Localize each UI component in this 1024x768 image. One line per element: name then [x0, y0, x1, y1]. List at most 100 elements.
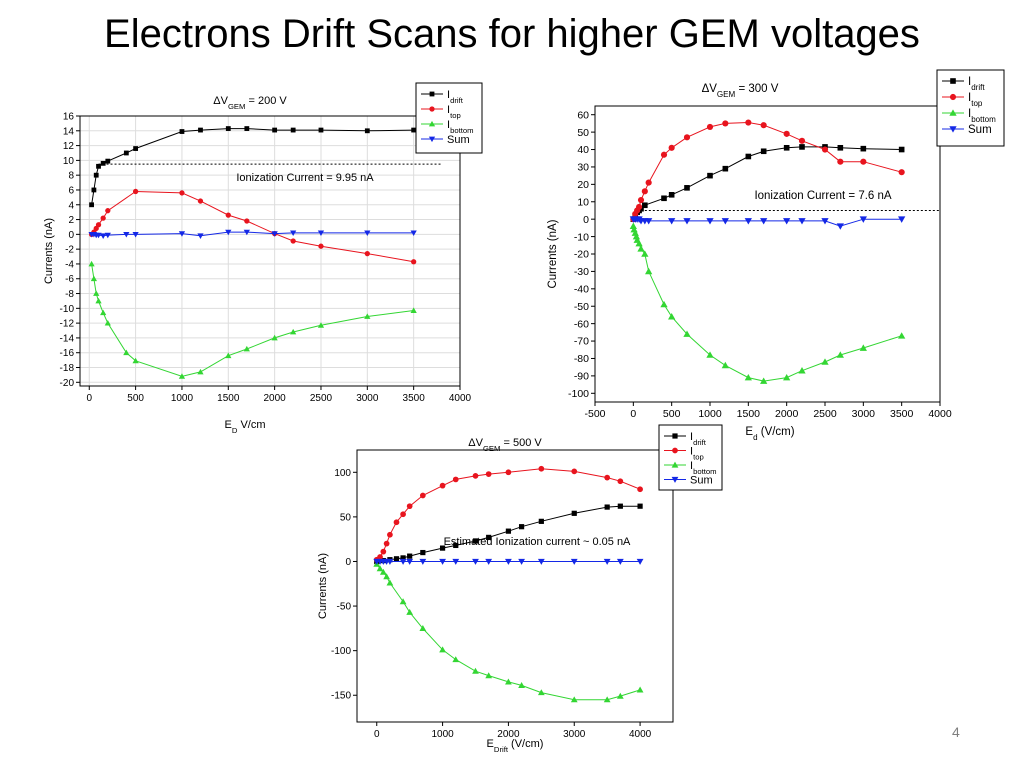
plot-frame	[356, 449, 674, 723]
data-point	[393, 556, 400, 562]
data-point	[179, 190, 185, 196]
data-point	[722, 165, 729, 172]
series-line	[91, 263, 414, 377]
y-tick-label: -20	[60, 378, 75, 389]
y-tick-label: 0	[583, 214, 589, 226]
x-tick-label: 1500	[737, 408, 761, 420]
x-tick-label: 4000	[449, 393, 472, 404]
legend-label: Idrift	[968, 76, 985, 92]
data-point	[178, 231, 186, 237]
data-point	[407, 553, 413, 559]
data-point	[290, 127, 296, 133]
data-point	[745, 119, 752, 126]
data-point	[419, 624, 427, 631]
data-point	[859, 216, 867, 223]
data-point	[419, 558, 427, 565]
data-point	[104, 320, 111, 326]
data-point	[637, 486, 643, 493]
data-point	[179, 129, 185, 134]
y-tick-label: 8	[68, 171, 74, 182]
data-point	[603, 558, 611, 565]
data-point	[744, 373, 752, 381]
page-number: 4	[952, 724, 960, 740]
data-point	[518, 524, 525, 530]
series-line	[91, 190, 414, 263]
data-point	[859, 344, 867, 351]
data-point	[419, 492, 426, 499]
data-point	[668, 313, 676, 320]
series-line	[632, 146, 902, 220]
y-tick-label: -8	[65, 289, 74, 300]
data-point	[95, 222, 102, 228]
data-point	[505, 469, 512, 476]
data-point	[538, 465, 545, 472]
data-point	[439, 482, 446, 489]
data-point	[706, 123, 714, 130]
chart-title: ΔVGEM = 500 V	[468, 437, 542, 453]
x-tick-label: 4000	[928, 408, 952, 420]
y-tick-label: -2	[65, 245, 74, 256]
slide-title: Electrons Drift Scans for higher GEM vol…	[104, 12, 920, 56]
y-tick-label: 16	[63, 112, 75, 123]
data-point	[379, 568, 387, 575]
data-point	[637, 245, 645, 252]
x-tick-label: 500	[127, 393, 144, 404]
x-tick-label: 0	[86, 393, 92, 404]
chart-200v: 0 500 1000 1500 2000 2500 3000 3500 4000-20-18-1…	[43, 82, 483, 435]
data-point	[290, 328, 297, 335]
data-point	[105, 208, 111, 214]
data-point	[88, 260, 95, 267]
data-point	[132, 357, 139, 364]
data-point	[668, 192, 675, 198]
y-tick-label: -50	[337, 602, 352, 613]
data-point	[317, 322, 325, 328]
chart-title: ΔVGEM = 200 V	[213, 95, 287, 111]
y-tick-label: 40	[577, 144, 589, 156]
data-point	[537, 558, 545, 565]
data-point	[783, 218, 791, 225]
data-point	[760, 377, 768, 384]
data-point	[132, 188, 139, 195]
y-tick-label: 60	[577, 109, 589, 121]
data-point	[439, 558, 446, 565]
x-axis-label: Ed (V/cm)	[745, 426, 794, 442]
data-point	[898, 169, 905, 176]
data-point	[570, 696, 578, 703]
data-point	[377, 554, 383, 560]
data-point	[453, 542, 459, 549]
data-point	[225, 229, 232, 236]
data-point	[645, 267, 653, 275]
legend-marker	[949, 93, 957, 101]
data-point	[376, 565, 384, 572]
data-point	[721, 218, 729, 225]
y-tick-label: -150	[331, 691, 351, 702]
data-point	[538, 518, 544, 524]
y-tick-label: -60	[574, 318, 589, 330]
legend-marker	[428, 136, 436, 143]
data-point	[439, 646, 446, 653]
data-point	[636, 558, 644, 565]
data-point	[604, 474, 611, 481]
y-tick-label: 100	[334, 468, 351, 479]
series-sum	[88, 229, 417, 239]
legend-marker	[428, 120, 436, 127]
data-point	[760, 148, 767, 155]
x-tick-label: 0	[630, 408, 636, 420]
legend-marker	[672, 433, 678, 439]
legend-label: Ibottom	[690, 460, 717, 476]
annotation-label: Ionization Current = 7.6 nA	[754, 190, 891, 202]
annotation-label: Ionization Current = 9.95 nA	[236, 172, 374, 184]
data-point	[636, 686, 644, 693]
data-point	[225, 352, 232, 359]
y-tick-label: -90	[574, 371, 589, 383]
data-point	[406, 558, 414, 565]
data-point	[95, 297, 102, 304]
data-point	[821, 358, 829, 365]
y-tick-label: -6	[65, 274, 74, 285]
data-point	[399, 558, 407, 565]
data-point	[707, 172, 713, 179]
data-point	[472, 473, 479, 479]
legend-marker	[671, 461, 679, 468]
